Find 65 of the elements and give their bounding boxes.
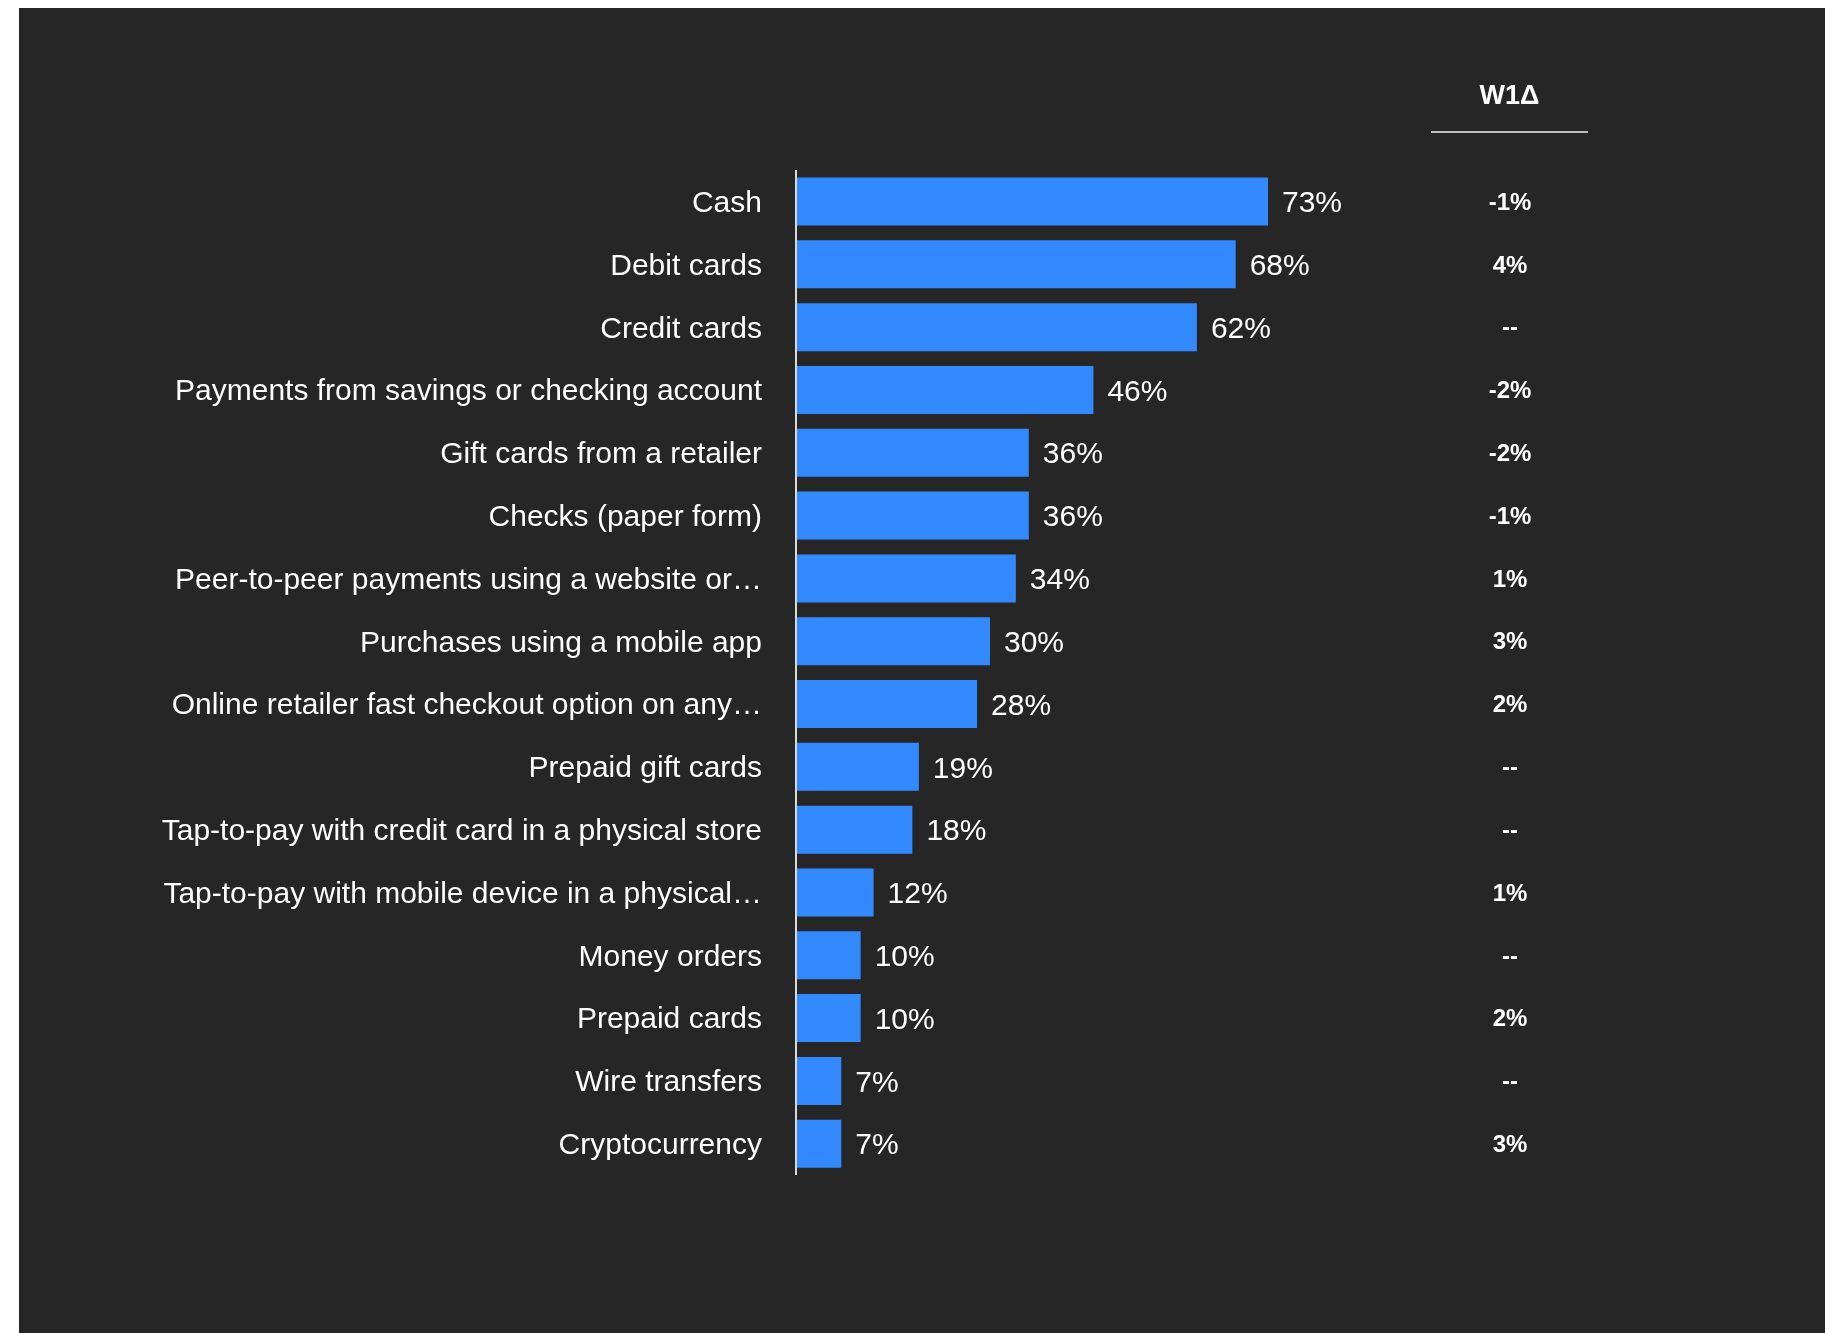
data-label: 12% (887, 876, 948, 910)
y-tick-label: Cash (691, 184, 762, 218)
text: W1Δ (1478, 80, 1541, 111)
y-tick-label: Tap-to-pay with credit card in a physical store (161, 813, 762, 847)
data-label: 18% (926, 813, 987, 847)
bar (796, 491, 1029, 540)
y-tick-label: Gift cards from a retailer (440, 436, 762, 470)
data-label: 7% (855, 1127, 899, 1161)
bar (796, 994, 861, 1043)
bar (796, 931, 861, 980)
bar (796, 303, 1197, 352)
bar (796, 365, 1094, 414)
text: 1% (1492, 564, 1528, 592)
text: 2% (1492, 1004, 1528, 1032)
bar (796, 617, 990, 666)
data-label: 46% (1107, 373, 1168, 407)
text: -1% (1488, 501, 1532, 529)
y-tick-label: Cryptocurrency (558, 1127, 762, 1161)
y-tick-label: Wire transfers (575, 1064, 762, 1098)
y-tick-label: Checks (paper form) (488, 498, 762, 532)
bar (796, 868, 874, 917)
bar (796, 177, 1268, 226)
text: 4% (1492, 250, 1528, 278)
text: -2% (1488, 376, 1532, 404)
data-label: 34% (1029, 562, 1090, 596)
text: -- (1502, 313, 1518, 341)
bar (796, 240, 1236, 289)
y-tick-label: Debit cards (610, 247, 762, 281)
bar (796, 428, 1029, 477)
y-tick-label: Tap-to-pay with mobile device in a physical… (163, 875, 762, 909)
y-tick-label: Money orders (578, 938, 762, 972)
y-tick-label: Prepaid gift cards (528, 750, 762, 784)
text: -- (1502, 753, 1518, 781)
y-tick-label: Prepaid cards (576, 1001, 762, 1035)
text: 3% (1492, 1129, 1528, 1157)
bar (796, 554, 1016, 603)
data-label: 62% (1210, 310, 1271, 344)
text: 1% (1492, 878, 1528, 906)
bar (796, 1056, 842, 1105)
data-label: 36% (1042, 499, 1103, 533)
bar (796, 805, 913, 854)
text: -1% (1488, 187, 1532, 215)
y-tick-label: Purchases using a mobile app (360, 624, 762, 658)
y-tick-label: Payments from savings or checking account (175, 373, 763, 407)
y-tick-label: Credit cards (600, 310, 762, 344)
text: 2% (1492, 690, 1528, 718)
data-label: 73% (1282, 185, 1343, 219)
data-label: 36% (1042, 436, 1103, 470)
text: 3% (1492, 627, 1528, 655)
text: -- (1502, 1067, 1518, 1095)
y-tick-label: Peer-to-peer payments using a website or… (175, 561, 762, 595)
text: -- (1502, 941, 1518, 969)
bar (796, 680, 978, 729)
data-label: 10% (874, 1001, 935, 1035)
text: -- (1502, 815, 1518, 843)
data-label: 10% (874, 938, 935, 972)
data-label: 19% (932, 750, 993, 784)
data-label: 30% (1003, 624, 1065, 658)
data-label: 28% (991, 687, 1052, 721)
bar (796, 742, 919, 791)
y-tick-label: Online retailer fast checkout option on any… (171, 687, 762, 721)
text: -2% (1488, 439, 1532, 467)
data-label: 68% (1249, 248, 1310, 281)
bar (796, 1119, 842, 1168)
data-label: 7% (855, 1064, 899, 1098)
